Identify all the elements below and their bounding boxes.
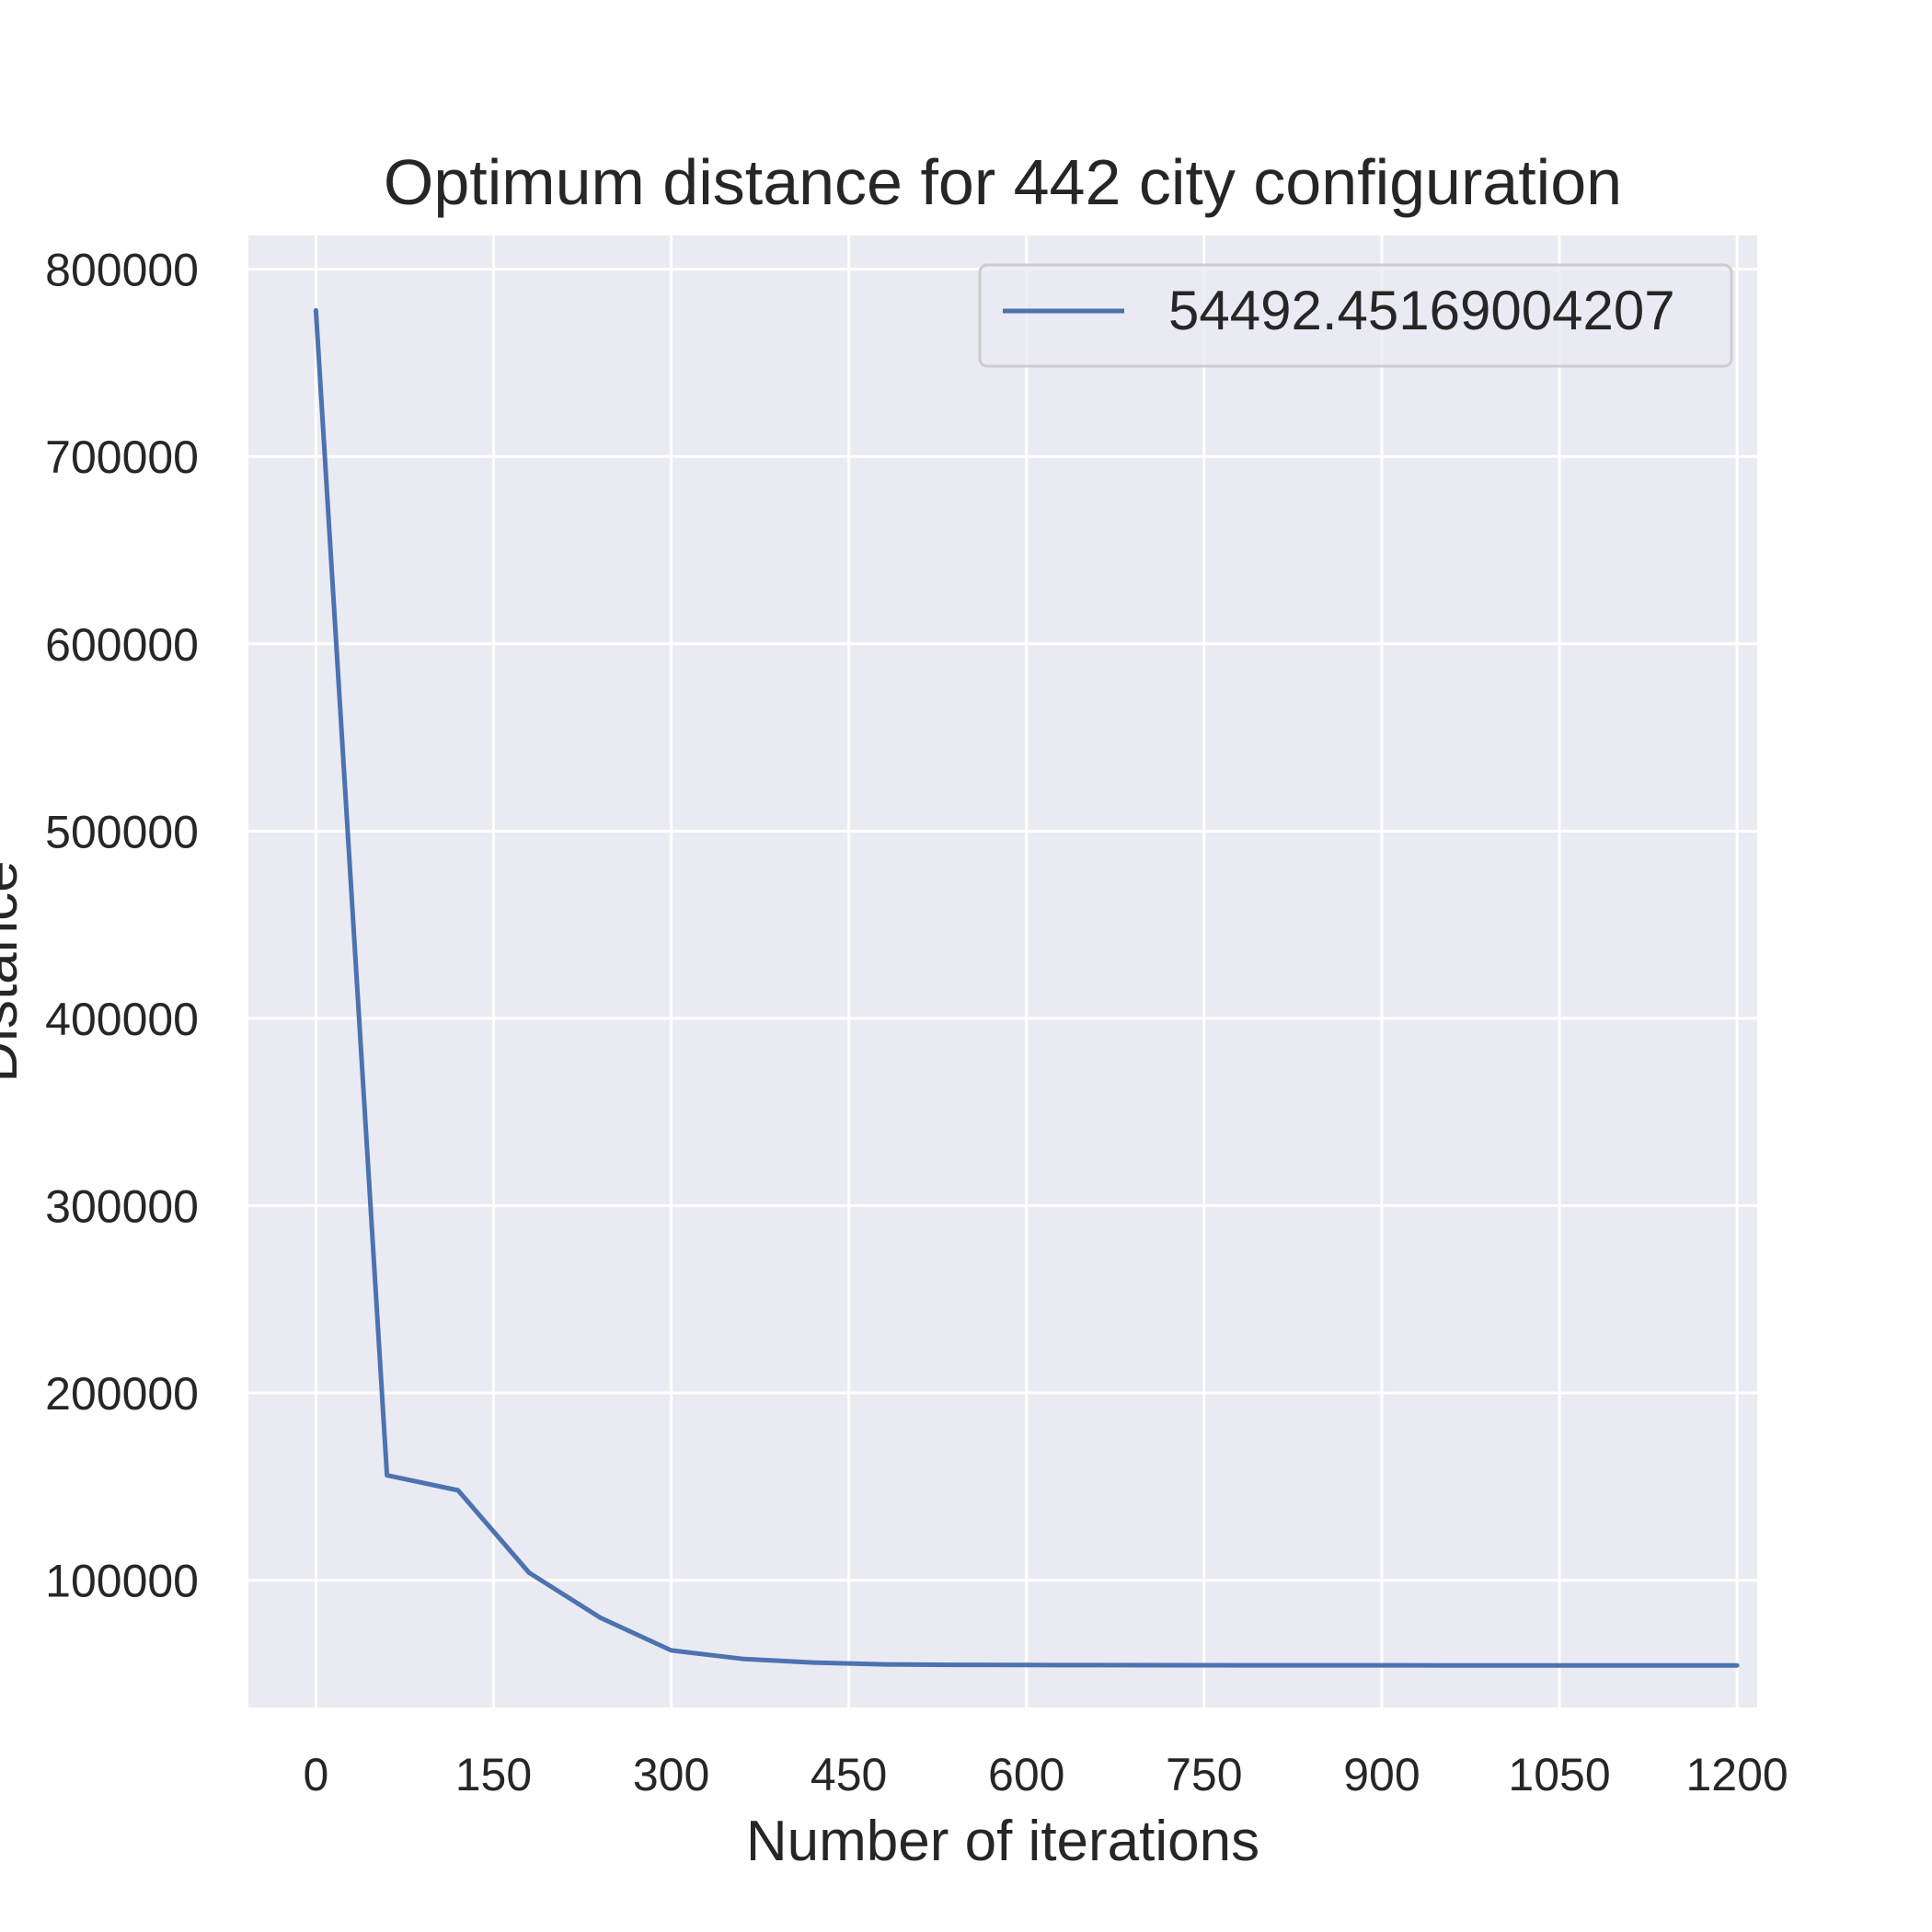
y-tick-label: 700000	[45, 431, 199, 483]
chart-title: Optimum distance for 442 city configurat…	[384, 146, 1622, 218]
y-gridlines	[248, 268, 1757, 1582]
series-line	[313, 307, 1740, 1668]
y-tick-labels: 100000 200000 300000 400000 500000 600000 7000…	[45, 245, 199, 1607]
y-tick-label: 100000	[45, 1556, 199, 1607]
y-tick-label: 200000	[45, 1368, 199, 1420]
x-tick-label: 600	[988, 1749, 1064, 1800]
x-tick-label: 300	[633, 1749, 709, 1800]
x-tick-label: 750	[1166, 1749, 1242, 1800]
plot-area	[248, 236, 1757, 1708]
x-tick-label: 150	[455, 1749, 532, 1800]
x-tick-labels: 0 150 300 450 600 750 900 1050 1200	[303, 1749, 1788, 1800]
x-tick-label: 450	[811, 1749, 887, 1800]
x-tick-label: 1200	[1685, 1749, 1788, 1800]
x-tick-label: 0	[303, 1749, 328, 1800]
legend-label: 54492.45169004207	[1168, 280, 1675, 341]
y-axis-label: Distance	[0, 860, 29, 1082]
y-tick-label: 800000	[45, 245, 199, 296]
legend: 54492.45169004207	[978, 263, 1733, 368]
x-axis-label: Number of iterations	[746, 1810, 1259, 1873]
y-tick-label: 600000	[45, 619, 199, 671]
y-tick-label: 400000	[45, 994, 199, 1045]
series-lines	[313, 307, 1740, 1668]
legend-box	[978, 263, 1733, 368]
y-tick-label: 300000	[45, 1180, 199, 1232]
x-gridlines	[314, 236, 1739, 1708]
x-tick-label: 1050	[1508, 1749, 1610, 1800]
y-tick-label: 500000	[45, 806, 199, 857]
x-tick-label: 900	[1343, 1749, 1420, 1800]
